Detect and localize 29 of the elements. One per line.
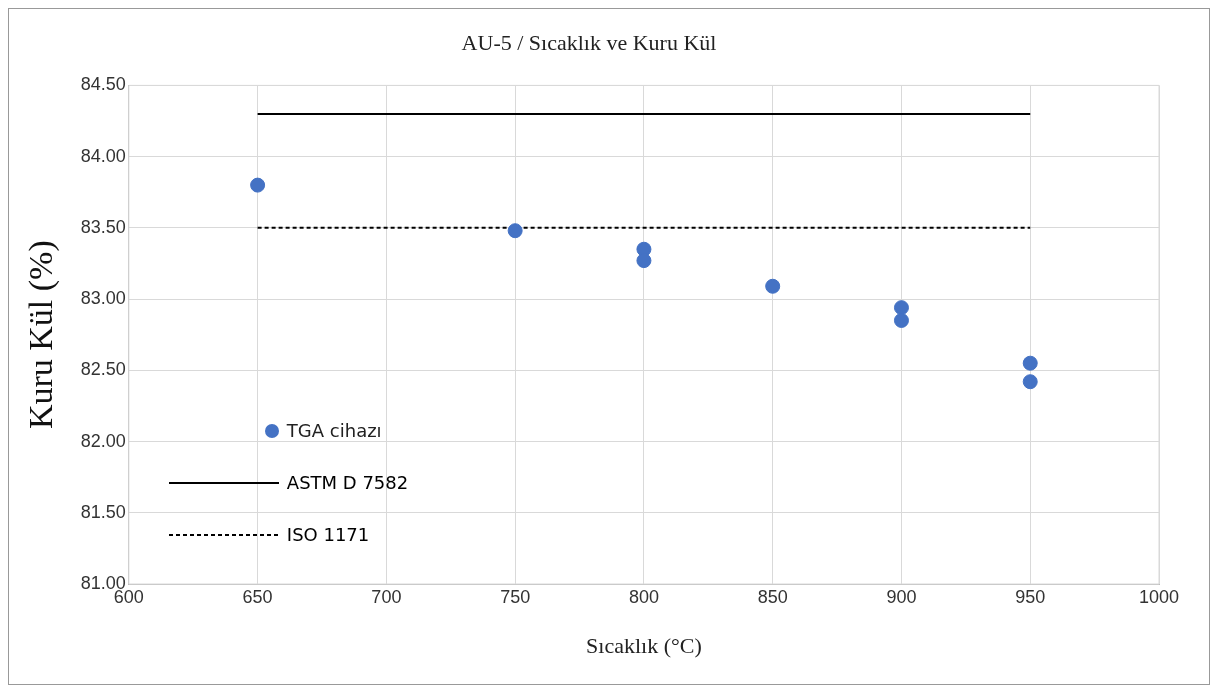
x-tick-label: 950 (1015, 586, 1046, 607)
x-axis-title: Sıcaklık (°C) (586, 632, 702, 658)
y-tick-label: 83.00 (80, 288, 126, 309)
y-tick-label: 84.00 (80, 145, 126, 166)
point (893, 300, 909, 316)
chart-title: AU-5 / Sıcaklık ve Kuru Kül (461, 29, 717, 55)
x-tick-label: 750 (500, 586, 531, 607)
x-tick-label: 1000 (1138, 586, 1180, 607)
legend-label: ASTM D 7582 (286, 471, 409, 495)
point (1022, 355, 1038, 371)
legend-label: TGA cihazı (286, 419, 382, 443)
y-tick-label: 82.50 (80, 359, 126, 380)
x-tick-label: 800 (628, 586, 659, 607)
point (893, 312, 909, 328)
y-tick-label: 82.00 (80, 430, 126, 451)
y-tick-label: 84.50 (80, 74, 126, 95)
point (250, 177, 266, 193)
legend-label: ISO 1171 (286, 523, 370, 547)
y-axis-title: Kuru Kül (%) (22, 240, 61, 430)
x-tick-label: 900 (886, 586, 917, 607)
point (636, 253, 652, 269)
point (765, 278, 781, 294)
x-tick-label: 650 (242, 586, 273, 607)
y-tick-label: 83.50 (80, 216, 126, 237)
x-tick-label: 700 (371, 586, 402, 607)
y-tick-label: 81.50 (80, 501, 126, 522)
x-tick-label: 850 (757, 586, 788, 607)
point (507, 223, 523, 239)
point (1022, 374, 1038, 390)
